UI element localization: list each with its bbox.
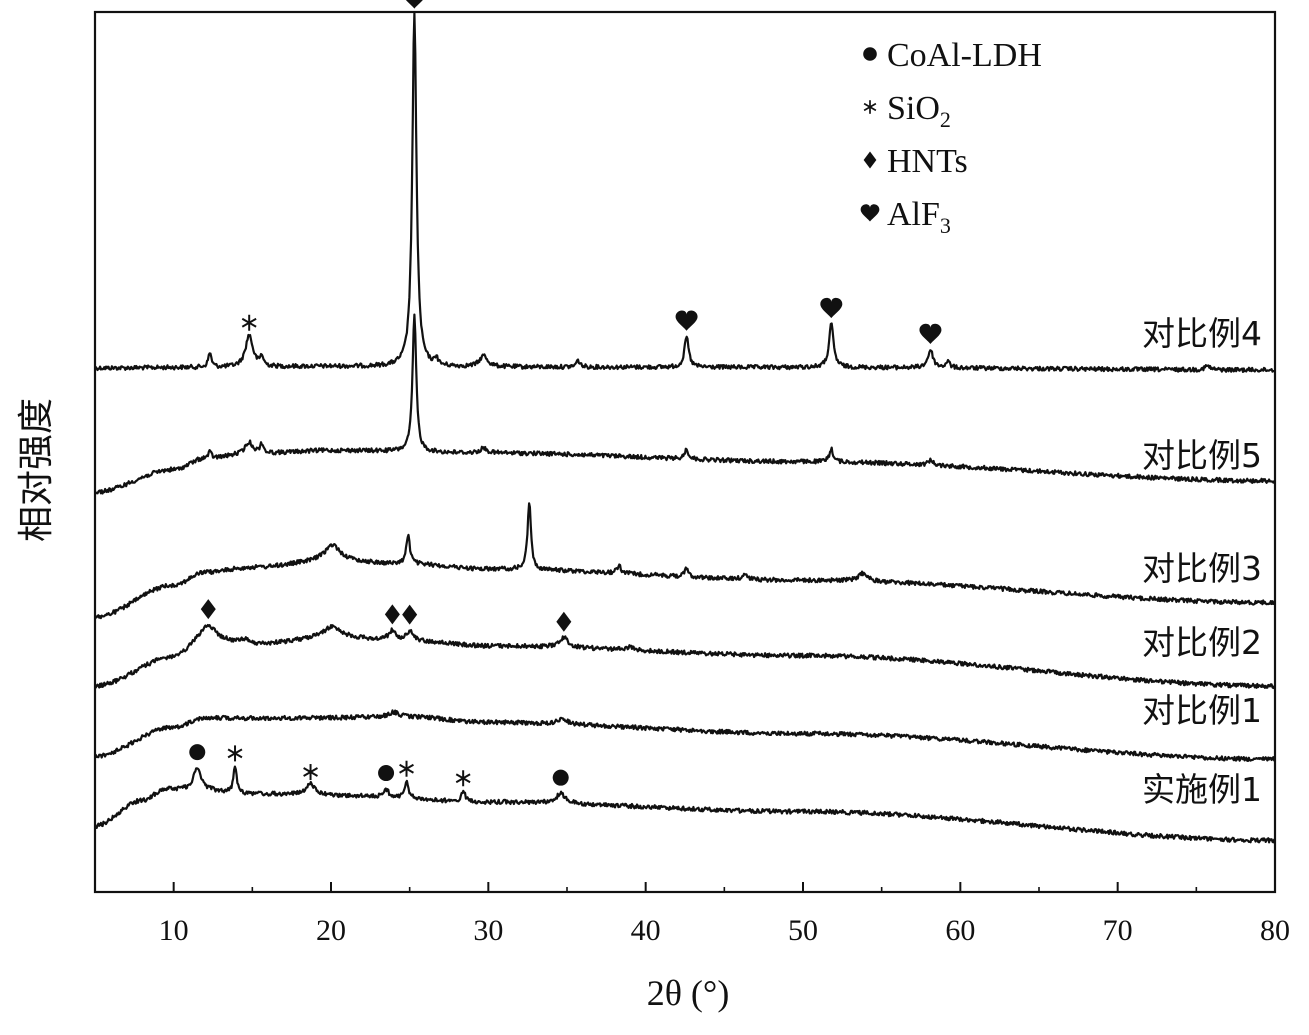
plot-frame xyxy=(93,10,1277,894)
asterisk-marker xyxy=(455,770,471,787)
asterisk-marker xyxy=(863,100,877,114)
x-tick-label: 40 xyxy=(631,914,661,947)
legend-label-main: HNTs xyxy=(887,143,968,180)
series-label: 对比例1 xyxy=(1142,691,1262,730)
legend-label-subscript: 2 xyxy=(940,107,951,132)
circle-marker xyxy=(863,47,877,61)
series-label: 对比例3 xyxy=(1142,549,1262,588)
series-label: 对比例5 xyxy=(1142,436,1262,475)
legend-label-main: CoAl-LDH xyxy=(887,37,1042,74)
x-ticks: 10 20 30 40 50 60 70 80 xyxy=(94,882,1290,947)
legend: CoAl-LDH SiO2 HNTs AlF3 xyxy=(860,37,1042,238)
heart-marker xyxy=(405,0,423,9)
series-label: 对比例2 xyxy=(1142,623,1262,662)
asterisk-marker xyxy=(303,764,318,781)
legend-label-subscript: 3 xyxy=(940,213,951,238)
legend-label: AlF3 xyxy=(887,196,951,238)
traces xyxy=(93,12,1277,844)
y-axis-title: 相对强度 xyxy=(16,398,57,542)
heart-marker xyxy=(919,323,942,345)
circle-marker xyxy=(552,769,569,786)
x-tick-label: 20 xyxy=(316,914,346,947)
diamond-marker xyxy=(863,151,877,169)
diamond-marker xyxy=(200,599,216,620)
x-tick-label: 70 xyxy=(1103,914,1133,947)
x-tick-label: 10 xyxy=(159,914,189,947)
x-tick-label: 30 xyxy=(473,914,503,947)
asterisk-marker xyxy=(227,745,243,762)
series-line xyxy=(93,765,1276,844)
peak-markers xyxy=(189,0,942,787)
legend-label-main: SiO xyxy=(887,90,940,127)
circle-marker xyxy=(378,765,395,782)
asterisk-marker xyxy=(241,314,257,331)
diamond-marker xyxy=(556,611,572,632)
series-line xyxy=(94,709,1277,762)
diamond-marker xyxy=(402,604,418,625)
series-line xyxy=(94,502,1277,620)
legend-label: HNTs xyxy=(887,143,968,180)
heart-marker xyxy=(820,297,843,319)
series-label: 对比例4 xyxy=(1142,314,1262,353)
series-line xyxy=(93,623,1276,690)
series-labels: 对比例4 对比例5 对比例3 对比例2 对比例1 实施例1 xyxy=(1142,314,1262,809)
x-axis-title: 2θ (°) xyxy=(647,973,730,1013)
legend-label: CoAl-LDH xyxy=(887,37,1042,74)
legend-label-main: AlF xyxy=(887,196,940,233)
asterisk-marker xyxy=(399,760,414,777)
x-tick-label: 80 xyxy=(1260,914,1290,947)
heart-marker xyxy=(860,204,880,222)
series-line xyxy=(94,12,1276,373)
series-label: 实施例1 xyxy=(1142,770,1262,809)
legend-label: SiO2 xyxy=(887,90,951,132)
x-tick-label: 50 xyxy=(788,914,818,947)
x-tick-label: 60 xyxy=(945,914,975,947)
circle-marker xyxy=(189,744,206,761)
series-line xyxy=(93,313,1276,495)
diamond-marker xyxy=(384,604,400,625)
heart-marker xyxy=(675,310,698,331)
